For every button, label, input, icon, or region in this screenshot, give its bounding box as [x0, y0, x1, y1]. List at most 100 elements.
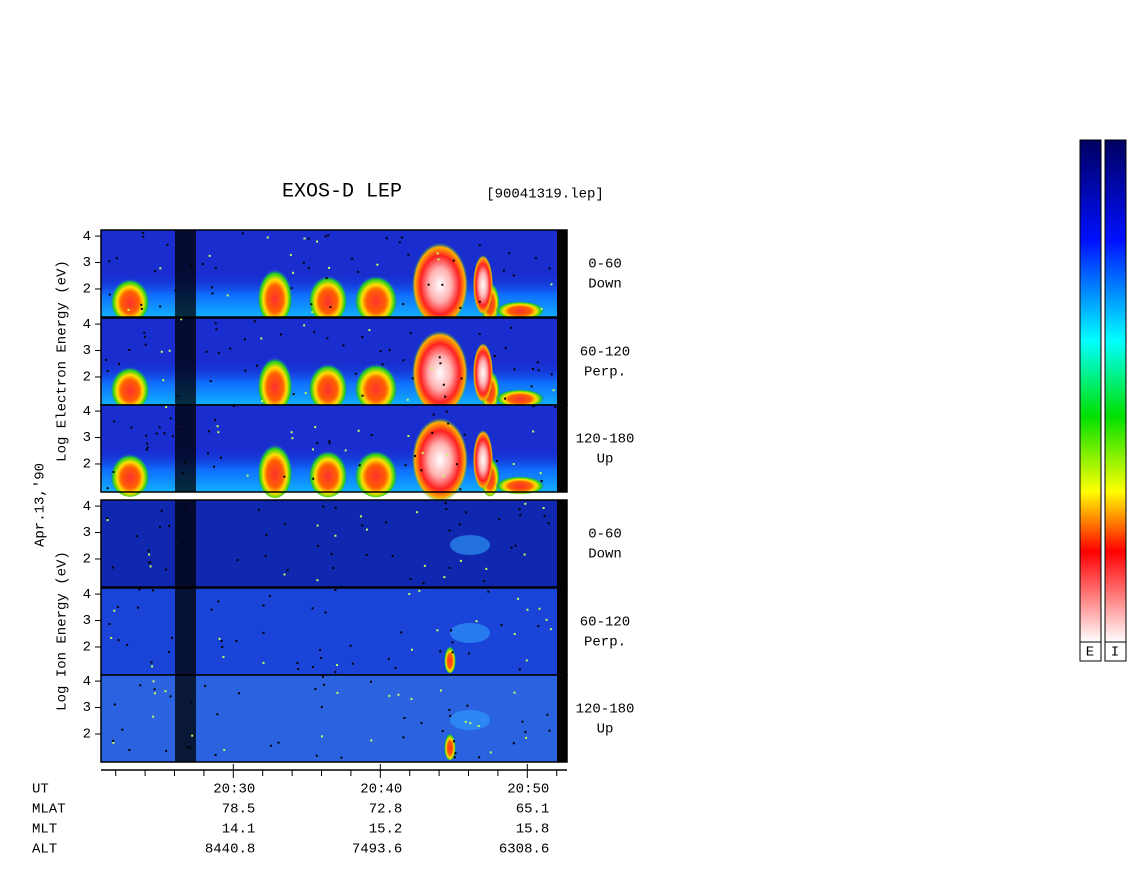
noise	[510, 546, 513, 549]
noise	[190, 265, 193, 268]
data-gap	[175, 675, 196, 762]
noise	[168, 524, 171, 527]
noise	[260, 337, 263, 340]
noise	[151, 665, 154, 668]
panel-range: 60-120	[580, 345, 630, 361]
noise	[452, 259, 455, 262]
noise	[143, 335, 146, 338]
noise	[220, 640, 223, 643]
noise	[536, 361, 539, 364]
noise	[540, 480, 543, 483]
noise	[214, 322, 217, 325]
noise	[137, 606, 140, 609]
noise	[183, 461, 186, 464]
noise	[108, 260, 111, 263]
ephemeris-label: UT	[32, 782, 49, 798]
noise	[150, 661, 153, 664]
noise	[304, 392, 307, 395]
noise	[328, 440, 331, 443]
noise	[448, 566, 451, 569]
date-label: Apr.13,'90	[33, 463, 49, 547]
noise	[244, 369, 247, 372]
noise	[190, 701, 193, 704]
noise	[214, 267, 217, 270]
noise	[168, 349, 171, 352]
noise	[314, 688, 317, 691]
noise	[532, 430, 535, 433]
noise	[498, 518, 501, 521]
noise	[222, 655, 225, 658]
noise	[262, 661, 265, 664]
noise	[155, 432, 158, 435]
noise	[236, 559, 239, 562]
noise	[436, 629, 439, 632]
noise	[459, 559, 462, 562]
noise	[174, 289, 177, 292]
noise	[534, 257, 537, 260]
y-tick-label: 3	[83, 343, 91, 359]
y-tick-label: 2	[83, 727, 91, 743]
noise	[167, 651, 170, 654]
noise	[127, 308, 130, 311]
noise	[277, 741, 280, 744]
panel-frame	[100, 229, 568, 318]
noise	[303, 237, 306, 240]
noise	[328, 442, 331, 445]
noise	[407, 435, 410, 438]
noise	[310, 303, 313, 306]
noise	[312, 477, 315, 480]
noise	[454, 752, 457, 755]
noise	[459, 488, 462, 491]
noise	[451, 651, 454, 654]
noise	[138, 588, 141, 591]
spectrogram-feature	[495, 387, 545, 407]
noise	[549, 628, 552, 631]
noise	[116, 605, 119, 608]
noise	[539, 472, 542, 475]
noise	[441, 283, 444, 286]
noise	[400, 236, 403, 239]
spectrogram-feature	[257, 351, 293, 411]
spectrogram-feature	[444, 730, 456, 760]
ephemeris-value: 15.2	[369, 822, 403, 838]
noise	[525, 736, 528, 739]
noise	[398, 241, 401, 244]
noise	[400, 631, 403, 634]
noise	[210, 286, 213, 289]
panel-direction: Perp.	[584, 635, 626, 651]
noise	[113, 609, 116, 612]
noise	[211, 292, 214, 295]
panel-edge	[557, 588, 567, 675]
noise	[217, 600, 220, 603]
noise	[437, 258, 440, 261]
noise	[256, 364, 259, 367]
colorbar-label-box	[1104, 641, 1127, 662]
noise	[450, 629, 453, 632]
noise	[517, 597, 520, 600]
noise	[121, 728, 124, 731]
noise	[307, 266, 310, 269]
noise	[322, 683, 325, 686]
noise	[165, 406, 168, 409]
noise	[180, 318, 183, 321]
noise	[439, 362, 442, 365]
noise	[320, 735, 323, 738]
spectrogram-feature	[308, 358, 348, 411]
y-tick-label: 2	[83, 457, 91, 473]
noise	[489, 751, 492, 754]
noise	[112, 739, 115, 742]
noise	[397, 693, 400, 696]
noise	[139, 684, 142, 687]
noise	[110, 636, 113, 639]
y-axis-label: Log Electron Energy (eV)	[55, 260, 71, 462]
panel-frame	[100, 674, 568, 763]
noise	[143, 331, 146, 334]
noise	[460, 377, 463, 380]
noise	[176, 395, 179, 398]
noise	[232, 405, 235, 408]
noise	[538, 607, 541, 610]
noise	[332, 567, 335, 570]
noise	[485, 567, 488, 570]
spectrogram-feature	[473, 255, 493, 315]
noise	[439, 689, 442, 692]
